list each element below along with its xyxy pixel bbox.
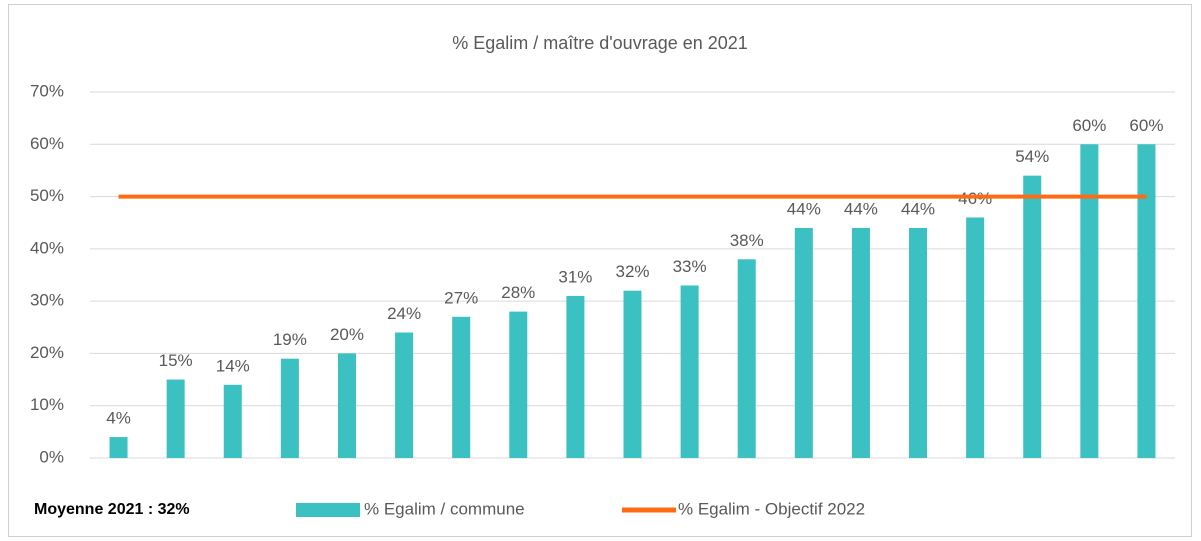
data-label: 24%: [387, 304, 421, 323]
data-label: 28%: [501, 283, 535, 302]
legend-label: % Egalim / commune: [364, 499, 525, 518]
y-tick-label: 30%: [30, 291, 64, 310]
y-tick-label: 20%: [30, 343, 64, 362]
data-label: 15%: [159, 351, 193, 370]
data-label: 44%: [844, 199, 878, 218]
y-tick-label: 70%: [30, 81, 64, 100]
data-label: 4%: [106, 409, 131, 428]
bar: [737, 259, 756, 458]
bar: [109, 437, 128, 458]
bar: [566, 295, 585, 458]
data-label: 38%: [730, 231, 764, 250]
y-tick-label: 10%: [30, 395, 64, 414]
bar: [966, 217, 985, 458]
chart-title: % Egalim / maître d'ouvrage en 2021: [452, 33, 748, 53]
data-label: 60%: [1129, 116, 1163, 135]
y-tick-label: 50%: [30, 186, 64, 205]
bar: [1023, 175, 1042, 458]
data-label: 27%: [444, 288, 478, 307]
bar: [909, 227, 928, 458]
y-tick-label: 0%: [39, 447, 64, 466]
bar: [395, 332, 414, 458]
bar: [223, 384, 242, 458]
data-label: 54%: [1015, 147, 1049, 166]
data-label: 14%: [216, 356, 250, 375]
bar: [794, 227, 813, 458]
bar: [1137, 144, 1156, 459]
bar: [680, 285, 699, 458]
y-tick-label: 60%: [30, 134, 64, 153]
data-label: 60%: [1072, 116, 1106, 135]
bar: [509, 311, 528, 458]
bar: [1080, 144, 1099, 459]
chart-frame: [8, 4, 1192, 537]
bar: [337, 353, 356, 458]
legend-label: % Egalim - Objectif 2022: [678, 499, 865, 518]
legend-swatch: [296, 503, 360, 517]
bar: [452, 316, 471, 458]
data-label: 44%: [901, 199, 935, 218]
data-label: 20%: [330, 325, 364, 344]
data-label: 32%: [615, 262, 649, 281]
data-label: 31%: [558, 267, 592, 286]
y-tick-label: 40%: [30, 238, 64, 257]
data-label: 19%: [273, 330, 307, 349]
bar: [623, 290, 642, 458]
bar: [851, 227, 870, 458]
bar: [166, 379, 185, 458]
bar: [280, 358, 299, 458]
data-label: 44%: [787, 199, 821, 218]
annotation: Moyenne 2021 : 32%: [34, 501, 190, 518]
data-label: 33%: [673, 257, 707, 276]
